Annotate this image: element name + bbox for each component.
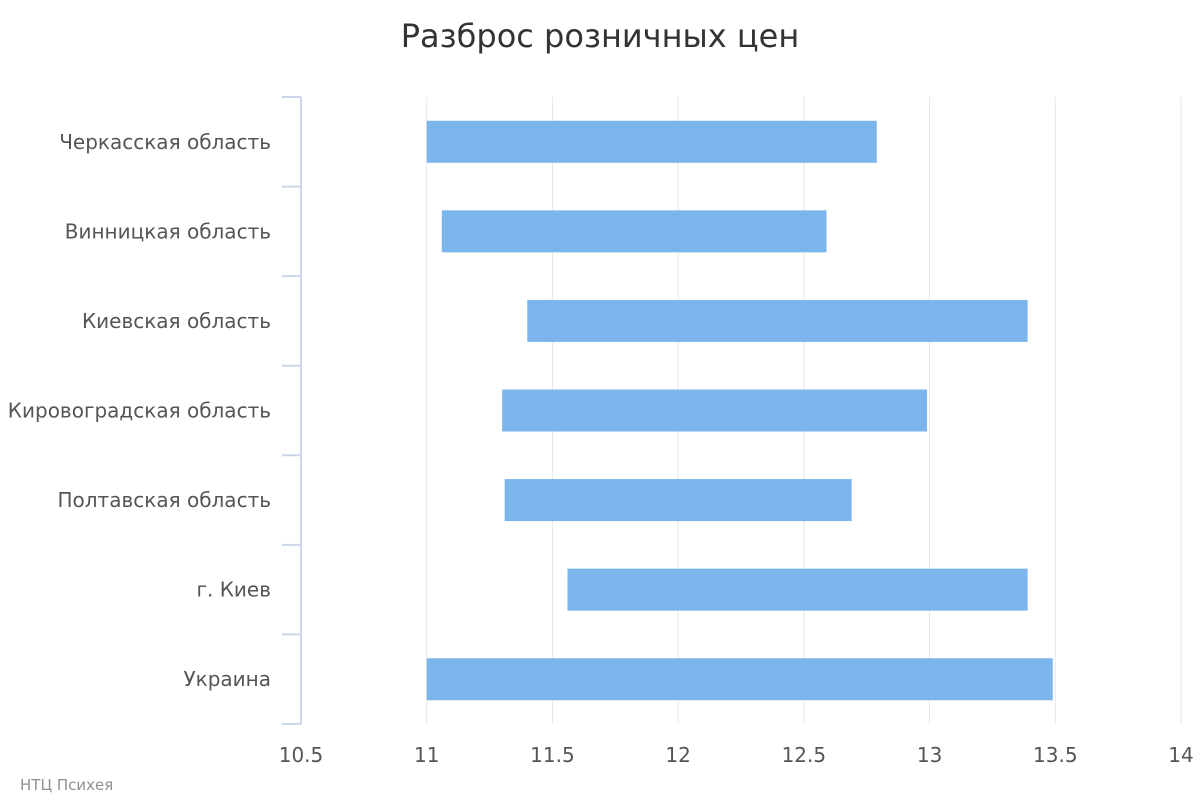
category-label: г. Киев — [196, 578, 271, 602]
x-tick-label: 11 — [414, 743, 439, 767]
range-bar — [567, 568, 1028, 611]
category-label: Украина — [183, 667, 271, 691]
category-label: Полтавская область — [57, 488, 271, 512]
chart-title: Разброс розничных цен — [401, 17, 800, 55]
category-label: Киевская область — [82, 309, 271, 333]
bars — [426, 120, 1053, 701]
y-axis: Черкасская область Винницкая область Киевс… — [8, 96, 302, 725]
category-label: Кировоградская область — [8, 399, 271, 423]
range-bar — [504, 479, 852, 522]
x-tick-label: 10.5 — [279, 743, 324, 767]
x-axis-tick-labels: 10.5 11 11.5 12 12.5 13 13.5 14 — [279, 743, 1194, 767]
range-bar — [527, 299, 1028, 342]
range-bar — [441, 210, 827, 253]
category-label: Черкасская область — [59, 130, 271, 154]
x-tick-label: 13.5 — [1033, 743, 1078, 767]
x-tick-label: 13 — [917, 743, 942, 767]
x-tick-label: 14 — [1168, 743, 1193, 767]
credit-label: НТЦ Психея — [20, 776, 113, 794]
x-tick-label: 12.5 — [782, 743, 827, 767]
range-bar — [426, 658, 1053, 701]
x-tick-label: 12 — [665, 743, 690, 767]
category-label: Винницкая область — [65, 219, 271, 243]
range-bar — [426, 120, 877, 163]
x-tick-label: 11.5 — [530, 743, 575, 767]
range-bar — [502, 389, 928, 432]
